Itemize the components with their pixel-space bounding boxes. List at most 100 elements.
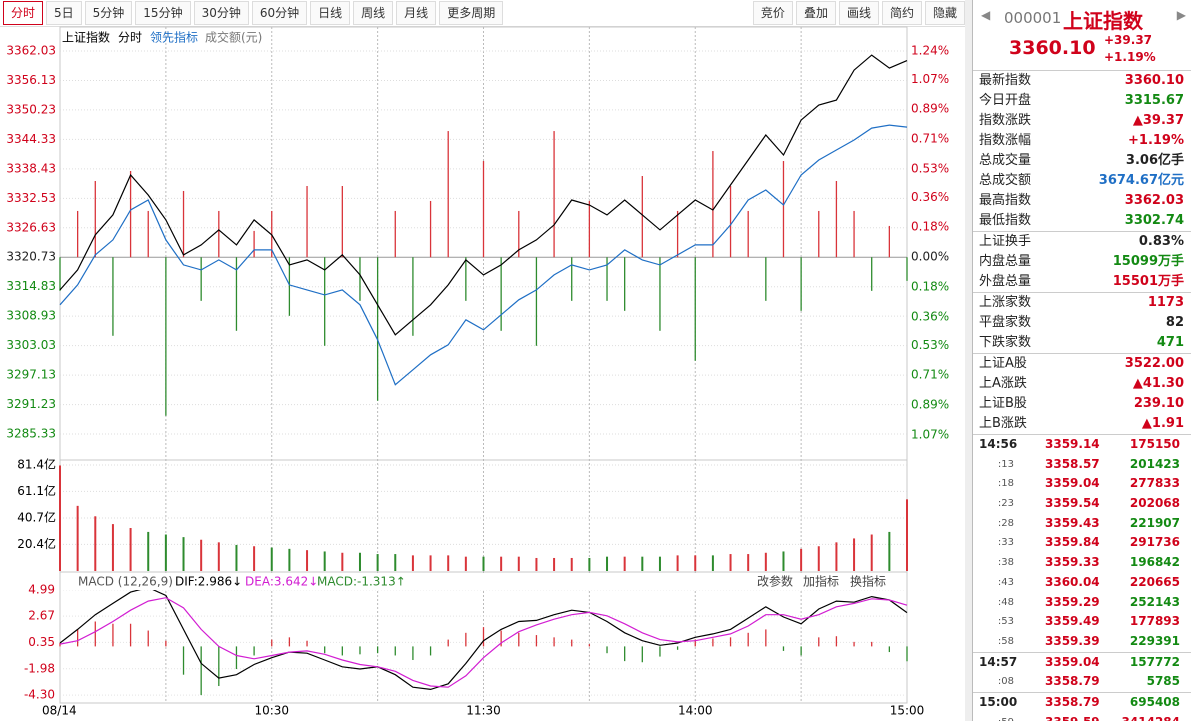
volume-bar — [870, 534, 873, 571]
macd-header-bg — [61, 573, 906, 590]
stat-label: 总成交额 — [979, 173, 1032, 188]
volume-bar — [694, 555, 697, 571]
volume-bar — [182, 537, 185, 571]
tab[interactable]: 日线 — [310, 1, 351, 25]
trade-volume: 177893 — [1129, 614, 1180, 629]
volume-bar — [464, 556, 467, 571]
trade-row: 15:00 3358.79 695408 — [973, 693, 1191, 713]
trade-price: 3358.79 — [1045, 674, 1100, 689]
scrollbar[interactable] — [965, 0, 972, 721]
stat-label: 上涨家数 — [979, 295, 1032, 310]
price: 3360.10 — [1009, 37, 1096, 59]
tool-button[interactable]: 竞价 — [752, 1, 793, 25]
stat-label: 上A涨跌 — [979, 376, 1027, 391]
trade-time: :13 — [997, 458, 1014, 470]
stat-row: 最低指数 3302.74 — [973, 211, 1191, 231]
stat-value: ▲41.30 — [1132, 376, 1184, 391]
stat-label: 上证换手 — [979, 234, 1032, 249]
x-tick-label: 15:00 — [890, 704, 925, 718]
tab[interactable]: 30分钟 — [193, 1, 249, 25]
volume-bar — [711, 555, 714, 571]
tab[interactable]: 更多周期 — [439, 1, 504, 25]
stat-label: 总成交量 — [979, 153, 1032, 168]
stat-row: 下跌家数 471 — [973, 333, 1191, 353]
y-tick-label: 3356.13 — [6, 73, 56, 87]
volume-bar — [817, 546, 820, 571]
trade-price: 3359.49 — [1045, 614, 1100, 629]
tab[interactable]: 月线 — [396, 1, 437, 25]
volume-bar — [500, 556, 503, 571]
trade-row: :48 3359.29 252143 — [973, 593, 1191, 613]
stat-row: 最新指数 3360.10 — [973, 71, 1191, 91]
trade-row: :38 3359.33 196842 — [973, 553, 1191, 573]
stat-row: 指数涨跌 ▲39.37 — [973, 111, 1191, 131]
stat-row: 平盘家数 82 — [973, 313, 1191, 333]
y2-tick-label: 0.53% — [911, 162, 949, 176]
trade-time: :53 — [997, 616, 1014, 628]
macd-line — [59, 597, 908, 688]
tab[interactable]: 周线 — [353, 1, 394, 25]
toolbar: 分时 5日 5分钟 15分钟 30分钟 60分钟 日线 周线 月线 更多周期 竞… — [0, 0, 965, 27]
volume-bar — [76, 505, 79, 571]
tool-button[interactable]: 画线 — [838, 1, 879, 25]
macd-title: MACD (12,26,9) — [78, 575, 173, 589]
volume-bar — [853, 538, 856, 571]
price-line — [59, 124, 908, 386]
y2-tick-label: 0.71% — [911, 132, 949, 146]
indicator-button[interactable]: 改参数 — [757, 574, 793, 589]
y-tick-label: 61.1亿 — [17, 483, 56, 498]
volume-bar — [800, 548, 803, 571]
tool-button[interactable]: 隐藏 — [924, 1, 965, 25]
volume-bar — [253, 546, 256, 571]
tab[interactable]: 5分钟 — [84, 1, 133, 25]
tab[interactable]: 分时 — [3, 1, 44, 25]
indicator-button[interactable]: 加指标 — [803, 574, 839, 589]
trade-price: 3359.04 — [1045, 476, 1100, 491]
y-tick-label: 2.67 — [28, 609, 55, 623]
tab[interactable]: 15分钟 — [135, 1, 191, 25]
y2-tick-label: 0.36% — [911, 310, 949, 324]
volume-bar — [623, 556, 626, 571]
stat-label: 最低指数 — [979, 213, 1032, 228]
y2-tick-label: 1.07% — [911, 72, 949, 86]
indicator-button[interactable]: 换指标 — [850, 574, 886, 589]
y-tick-label: 3362.03 — [6, 44, 56, 58]
chart-area: 3362.03 3356.13 3350.23 3344.33 3338.43 3332.… — [6, 26, 950, 718]
stat-label: 上证A股 — [979, 356, 1027, 371]
stat-value: +1.19% — [1128, 133, 1184, 148]
trade-price: 3359.54 — [1045, 496, 1100, 511]
trade-group: 14:56 3359.14 175150:13 3358.57 201423:18 335… — [973, 435, 1191, 653]
volume-bar — [535, 557, 538, 571]
change-pct: +1.19% — [1104, 50, 1156, 64]
trade-volume: 5785 — [1146, 674, 1180, 689]
quote-header: ◀ 000001 上证指数 ▶ 3360.10 +39.37 +1.19% — [973, 0, 1191, 71]
volume-bar — [200, 539, 203, 571]
next-arrow[interactable]: ▶ — [1176, 8, 1186, 22]
trade-row: :18 3359.04 277833 — [973, 474, 1191, 494]
prev-arrow[interactable]: ◀ — [981, 8, 991, 22]
y-tick-label: -1.98 — [24, 661, 55, 675]
tool-button[interactable]: 叠加 — [795, 1, 836, 25]
y-tick-label: 4.99 — [28, 582, 55, 596]
stat-row: 上A涨跌 ▲41.30 — [973, 374, 1191, 394]
trade-price: 3359.43 — [1045, 515, 1100, 530]
stat-label: 下跌家数 — [979, 335, 1032, 350]
stat-value: 0.83% — [1138, 234, 1184, 249]
stat-row: 上证换手 0.83% — [973, 232, 1191, 252]
stat-row: 上证B股 239.10 — [973, 394, 1191, 414]
volume-bar — [606, 556, 609, 571]
y-tick-label: 81.4亿 — [17, 456, 56, 471]
tab[interactable]: 5日 — [46, 1, 82, 25]
stat-row: 最高指数 3362.03 — [973, 191, 1191, 211]
trade-volume: 196842 — [1129, 555, 1180, 570]
trade-volume: 229391 — [1129, 633, 1180, 648]
y-tick-label: 3314.83 — [6, 279, 56, 293]
tab[interactable]: 60分钟 — [251, 1, 308, 25]
trade-time: :59 — [998, 713, 1014, 721]
volume-bar — [59, 465, 61, 571]
trade-row: :13 3358.57 201423 — [973, 455, 1191, 475]
tool-button[interactable]: 简约 — [881, 1, 922, 25]
trade-volume: 3414284 — [1122, 713, 1180, 721]
stat-row: 内盘总量 15099万手 — [973, 252, 1191, 272]
trade-row: :23 3359.54 202068 — [973, 494, 1191, 514]
